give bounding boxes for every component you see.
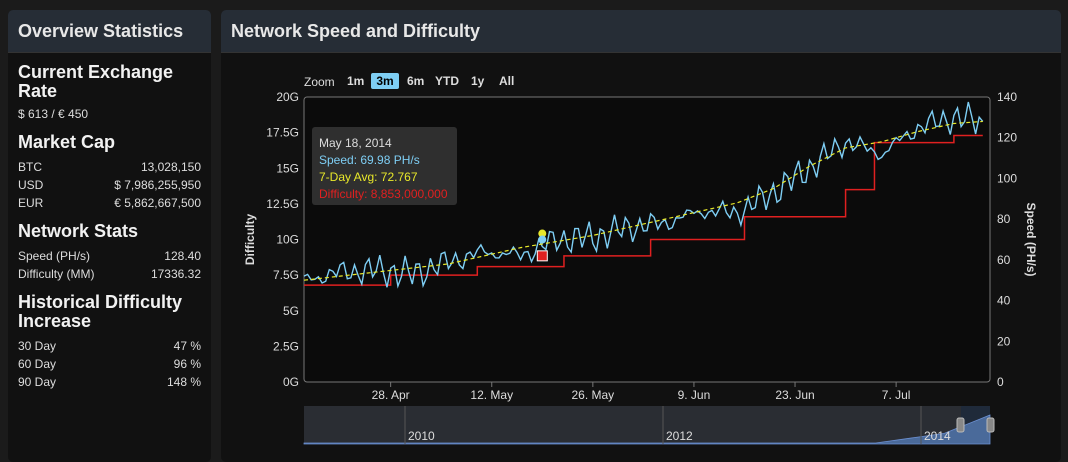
list-item: 60 Day 96 % <box>18 357 201 371</box>
x-tick-label: 26. May <box>571 388 614 402</box>
y-left-axis-label: Difficulty <box>243 214 257 266</box>
zoom-button-YTD-label[interactable]: YTD <box>435 74 459 88</box>
x-tick-label: 28. Apr <box>372 388 410 402</box>
navigator-label: 2012 <box>666 429 693 443</box>
navigator-handle-left[interactable] <box>956 417 965 433</box>
chart-panel: Network Speed and Difficulty Zoom 1m 3m 6m Y… <box>221 10 1061 462</box>
x-tick-label: 12. May <box>470 388 513 402</box>
navigator-handle-right[interactable] <box>986 417 995 433</box>
list-item: 30 Day 47 % <box>18 339 201 353</box>
list-item: 90 Day 148 % <box>18 375 201 389</box>
y-left-tick: 10G <box>276 233 299 247</box>
difficulty-series-line <box>304 134 983 286</box>
y-right-tick: 80 <box>997 212 1011 226</box>
navigator-area <box>304 406 990 444</box>
exchange-heading: Current Exchange Rate <box>18 62 174 101</box>
list-item: Difficulty (MM) 17336.32 <box>18 267 201 281</box>
difficulty-hover-marker <box>536 250 548 262</box>
avg-series-line <box>303 120 983 281</box>
y-right-tick: 20 <box>997 334 1011 348</box>
tooltip-box <box>312 127 457 205</box>
zoom-button-6m-label[interactable]: 6m <box>407 74 424 88</box>
historical-heading: Historical Difficulty Increase <box>18 292 183 331</box>
y-right-tick: 140 <box>997 90 1017 104</box>
y-left-tick: 7.5G <box>273 268 299 282</box>
network-chart[interactable]: Zoom 1m 3m 6m YTD 1y All 0G 2.5G 5G 7.5G 10G 12.5G 15… <box>221 53 1061 462</box>
y-right-tick: 0 <box>997 375 1004 389</box>
network-stats-heading: Network Stats <box>18 221 139 241</box>
y-right-tick: 40 <box>997 294 1011 308</box>
overview-title: Overview Statistics <box>8 10 211 53</box>
avg-hover-marker <box>538 229 547 238</box>
y-left-tick: 0G <box>283 375 299 389</box>
y-right-axis-label: Speed (PH/s) <box>1024 202 1038 276</box>
y-left-tick: 17.5G <box>266 126 299 140</box>
y-left-tick: 12.5G <box>266 197 299 211</box>
zoom-button-1y-label[interactable]: 1y <box>471 74 485 88</box>
zoom-button-All-label[interactable]: All <box>499 74 514 88</box>
zoom-label: Zoom <box>304 75 335 89</box>
speed-series-line <box>303 101 984 289</box>
exchange-value: $ 613 / € 450 <box>18 107 89 121</box>
y-right-tick: 100 <box>997 171 1017 185</box>
speed-hover-marker <box>538 235 547 244</box>
y-right-tick: 60 <box>997 253 1011 267</box>
overview-panel: Overview Statistics Current Exchange Rat… <box>8 10 211 462</box>
tooltip-date: May 18, 2014 <box>319 136 392 150</box>
y-left-tick: 15G <box>276 161 299 175</box>
market-cap-heading: Market Cap <box>18 132 116 152</box>
x-tick-label: 23. Jun <box>775 388 814 402</box>
tooltip-speed: Speed: 69.98 PH/s <box>319 153 420 167</box>
zoom-button-3m[interactable] <box>371 73 399 89</box>
x-tick-label: 9. Jun <box>678 388 711 402</box>
chart-title: Network Speed and Difficulty <box>221 10 1061 53</box>
navigator-label: 2010 <box>408 429 435 443</box>
list-item: Speed (PH/s) 128.40 <box>18 249 201 263</box>
zoom-button-3m-label[interactable]: 3m <box>376 74 393 88</box>
y-right-tick: 120 <box>997 131 1017 145</box>
tooltip-difficulty: Difficulty: 8,853,000,000 <box>319 187 448 201</box>
list-item: USD $ 7,986,255,950 <box>18 178 201 192</box>
list-item: EUR € 5,862,667,500 <box>18 196 201 210</box>
navigator-label: 2014 <box>924 429 951 443</box>
x-tick-label: 7. Jul <box>882 388 911 402</box>
tooltip-avg: 7-Day Avg: 72.767 <box>319 170 418 184</box>
zoom-button-1m-label[interactable]: 1m <box>347 74 364 88</box>
y-left-tick: 2.5G <box>273 339 299 353</box>
list-item: BTC 13,028,150 <box>18 160 201 174</box>
y-left-tick: 20G <box>276 90 299 104</box>
y-left-tick: 5G <box>283 304 299 318</box>
